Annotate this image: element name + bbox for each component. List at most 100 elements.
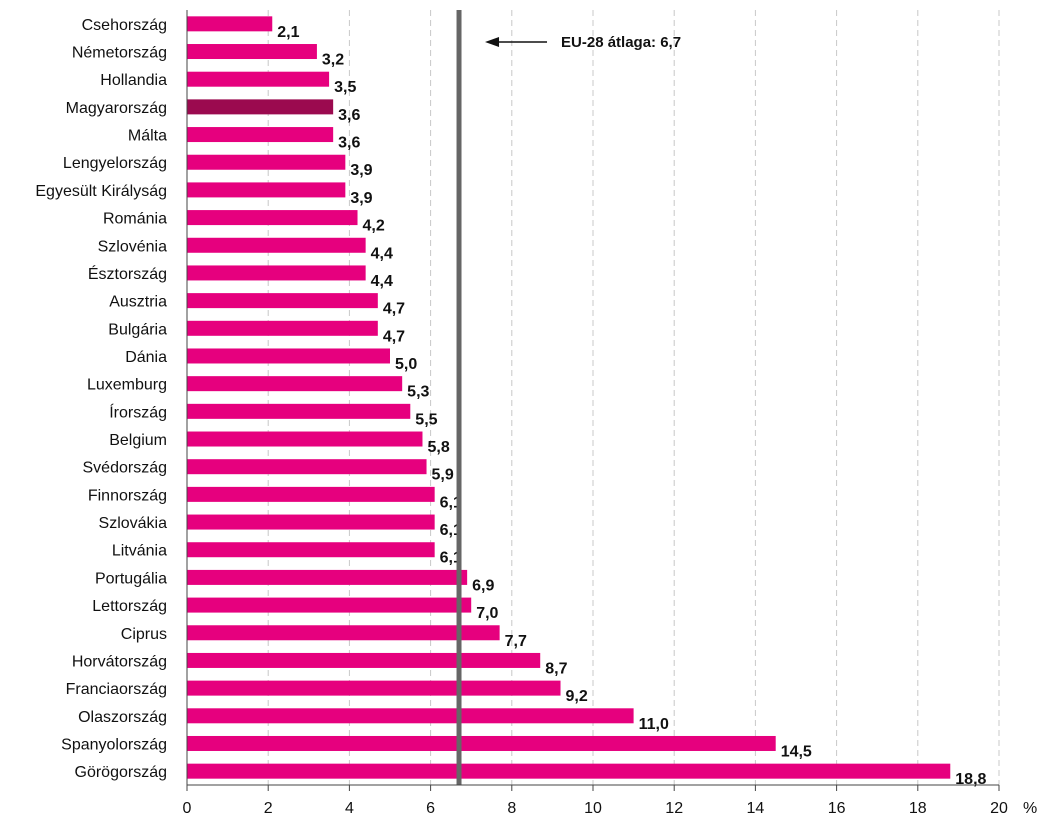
bar (187, 99, 334, 115)
x-tick-label: 6 (426, 800, 435, 817)
bar (187, 71, 330, 87)
category-label: Horvátország (72, 653, 167, 670)
bar (187, 265, 366, 281)
category-label: Észtország (88, 264, 167, 283)
bar (187, 293, 378, 309)
category-label: Málta (128, 128, 167, 145)
value-label: 9,2 (566, 688, 588, 705)
bar (187, 625, 500, 641)
category-label: Hollandia (100, 72, 167, 89)
category-label: Dánia (125, 349, 167, 366)
category-label: Románia (103, 211, 167, 228)
category-label: Svédország (83, 460, 168, 477)
category-label: Németország (72, 45, 167, 62)
value-label: 4,2 (363, 218, 385, 235)
value-label: 5,5 (415, 411, 437, 428)
value-label: 3,9 (350, 190, 372, 207)
value-label: 4,4 (371, 245, 393, 262)
bar (187, 127, 334, 143)
category-label: Ciprus (121, 626, 167, 643)
bar (187, 320, 378, 336)
x-tick-label: 8 (507, 800, 516, 817)
category-label: Luxemburg (87, 377, 167, 394)
bar (187, 569, 468, 585)
bar (187, 735, 776, 751)
bar (187, 514, 435, 530)
average-annotation: EU-28 átlaga: 6,7 (485, 34, 681, 51)
value-label: 6,1 (440, 494, 462, 511)
value-label: 4,7 (383, 301, 405, 318)
category-label: Ausztria (109, 294, 167, 311)
category-label: Lettország (92, 598, 167, 615)
category-label: Egyesült Királyság (35, 183, 167, 200)
category-label: Csehország (82, 17, 167, 34)
category-label: Görögország (75, 764, 168, 781)
value-label: 6,9 (472, 577, 494, 594)
x-tick-label: 2 (264, 800, 273, 817)
category-label: Franciaország (66, 681, 167, 698)
category-label: Szlovákia (99, 515, 168, 532)
value-label: 4,7 (383, 328, 405, 345)
bar (187, 542, 435, 558)
x-tick-label: 20 (990, 800, 1008, 817)
bar (187, 210, 358, 226)
value-label: 5,8 (427, 439, 449, 456)
value-label: 3,6 (338, 107, 360, 124)
bar (187, 348, 390, 364)
x-axis: 0 2 4 6 8 10 12 14 16 18 20% (183, 10, 1037, 817)
average-label: EU-28 átlaga: 6,7 (561, 34, 681, 51)
bars (187, 16, 951, 779)
category-label: Finnország (88, 487, 167, 504)
bar (187, 459, 427, 475)
bar (187, 763, 951, 779)
bar (187, 154, 346, 170)
x-tick-label: 16 (828, 800, 846, 817)
bar (187, 182, 346, 198)
bar (187, 237, 366, 253)
value-label: 11,0 (639, 716, 669, 733)
value-label: 6,1 (440, 522, 462, 539)
value-label: 18,8 (955, 771, 986, 788)
value-label: 4,4 (371, 273, 393, 290)
value-label: 5,9 (432, 467, 454, 484)
value-label: 5,0 (395, 356, 417, 373)
value-label: 14,5 (781, 743, 812, 760)
category-label: Spanyolország (61, 736, 167, 753)
value-label: 7,7 (505, 633, 527, 650)
x-unit-label: % (1023, 800, 1037, 817)
value-label: 6,1 (440, 550, 462, 567)
bar (187, 431, 423, 447)
value-label: 8,7 (545, 660, 567, 677)
bar (187, 597, 472, 613)
bar (187, 680, 561, 696)
category-label: Magyarország (66, 100, 167, 117)
bar (187, 708, 634, 724)
category-label: Szlovénia (98, 238, 167, 255)
value-labels: 2,1 3,2 3,5 3,6 3,6 3,9 3,9 4,2 4,4 4,4 4,7 4,7 5,0 5… (277, 24, 986, 788)
category-label: Írország (109, 402, 167, 421)
annotation-arrowhead (485, 37, 500, 47)
category-label: Olaszország (78, 709, 167, 726)
x-tick-label: 4 (345, 800, 354, 817)
value-label: 3,6 (338, 135, 360, 152)
bar (187, 376, 403, 392)
x-tick-label: 12 (665, 800, 683, 817)
value-label: 5,3 (407, 384, 429, 401)
x-tick-label: 14 (747, 800, 765, 817)
category-label: Portugália (95, 570, 167, 587)
category-label: Belgium (109, 432, 167, 449)
category-labels: Csehország Németország Hollandia Magyarorsz… (35, 17, 167, 781)
grid-lines (267, 10, 1000, 785)
bar (187, 16, 273, 32)
value-label: 3,5 (334, 79, 356, 96)
category-label: Litvánia (112, 543, 167, 560)
category-label: Bulgária (108, 321, 167, 338)
category-label: Lengyelország (63, 155, 167, 172)
x-tick-label: 10 (584, 800, 602, 817)
x-tick-label: 0 (183, 800, 192, 817)
value-label: 3,9 (350, 162, 372, 179)
x-tick-label: 18 (909, 800, 927, 817)
bar (187, 652, 541, 668)
value-label: 3,2 (322, 52, 344, 69)
